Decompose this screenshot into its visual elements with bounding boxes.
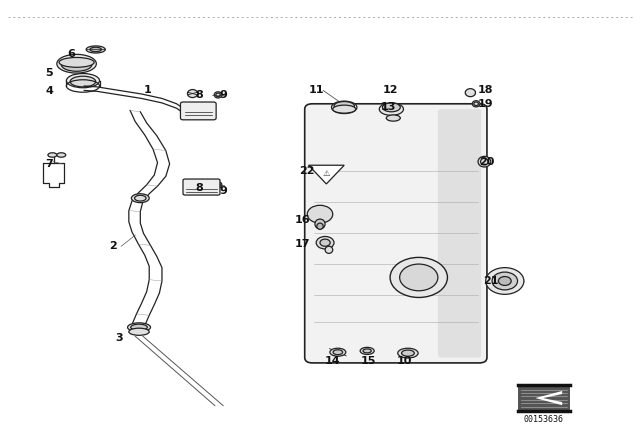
- Ellipse shape: [333, 350, 342, 355]
- Text: 00153636: 00153636: [524, 414, 564, 423]
- Ellipse shape: [127, 323, 150, 332]
- Ellipse shape: [383, 103, 400, 112]
- Ellipse shape: [214, 92, 222, 98]
- Ellipse shape: [57, 153, 66, 157]
- Text: 14: 14: [325, 356, 340, 366]
- Text: 18: 18: [478, 86, 493, 95]
- Ellipse shape: [401, 350, 414, 356]
- Text: 8: 8: [195, 183, 203, 194]
- Circle shape: [320, 239, 330, 246]
- Ellipse shape: [363, 349, 371, 353]
- FancyBboxPatch shape: [305, 104, 487, 363]
- Text: 22: 22: [300, 166, 315, 176]
- Text: 11: 11: [309, 86, 324, 95]
- Circle shape: [399, 264, 438, 291]
- Text: 3: 3: [115, 332, 123, 343]
- Text: 1: 1: [144, 86, 152, 95]
- Ellipse shape: [214, 182, 222, 188]
- Ellipse shape: [478, 156, 491, 167]
- Ellipse shape: [465, 89, 476, 97]
- FancyBboxPatch shape: [438, 109, 481, 358]
- Circle shape: [486, 267, 524, 294]
- Text: 15: 15: [361, 356, 376, 366]
- Ellipse shape: [86, 46, 105, 53]
- Ellipse shape: [188, 90, 198, 98]
- Ellipse shape: [90, 47, 101, 52]
- Ellipse shape: [333, 105, 356, 113]
- Text: 7: 7: [45, 159, 53, 169]
- Ellipse shape: [70, 76, 96, 87]
- Ellipse shape: [397, 348, 418, 358]
- Text: 20: 20: [479, 157, 495, 167]
- Text: 9: 9: [220, 185, 227, 196]
- FancyBboxPatch shape: [183, 179, 220, 195]
- Ellipse shape: [67, 73, 100, 88]
- FancyBboxPatch shape: [180, 102, 216, 120]
- Ellipse shape: [59, 57, 94, 67]
- Ellipse shape: [332, 101, 357, 114]
- Bar: [518, 385, 570, 411]
- Ellipse shape: [131, 324, 147, 331]
- Ellipse shape: [129, 328, 149, 335]
- Ellipse shape: [330, 348, 346, 356]
- Text: 8: 8: [195, 90, 203, 100]
- Ellipse shape: [472, 101, 480, 107]
- Text: 13: 13: [381, 102, 397, 112]
- Ellipse shape: [188, 181, 198, 189]
- Ellipse shape: [334, 102, 355, 111]
- Ellipse shape: [380, 103, 403, 116]
- Ellipse shape: [317, 223, 323, 229]
- Text: 6: 6: [68, 49, 76, 59]
- Ellipse shape: [57, 54, 97, 73]
- Circle shape: [492, 272, 518, 290]
- Text: 10: 10: [396, 356, 412, 366]
- Text: 21: 21: [483, 276, 499, 286]
- Ellipse shape: [360, 347, 374, 354]
- Ellipse shape: [387, 115, 400, 121]
- Text: 4: 4: [45, 86, 53, 96]
- Ellipse shape: [61, 58, 92, 71]
- Text: ⚠: ⚠: [323, 169, 330, 178]
- Text: 2: 2: [109, 241, 116, 251]
- Circle shape: [307, 205, 333, 223]
- Ellipse shape: [131, 194, 149, 202]
- Text: 19: 19: [478, 99, 493, 109]
- Text: 9: 9: [220, 90, 227, 100]
- Text: 5: 5: [45, 68, 53, 78]
- Text: 12: 12: [382, 86, 398, 95]
- Ellipse shape: [48, 153, 57, 157]
- Ellipse shape: [325, 246, 333, 254]
- Text: 16: 16: [294, 215, 310, 224]
- Circle shape: [316, 237, 334, 249]
- Ellipse shape: [315, 219, 325, 229]
- Polygon shape: [536, 391, 562, 405]
- Polygon shape: [308, 165, 344, 184]
- Circle shape: [499, 276, 511, 285]
- Text: 17: 17: [294, 239, 310, 249]
- Circle shape: [390, 258, 447, 297]
